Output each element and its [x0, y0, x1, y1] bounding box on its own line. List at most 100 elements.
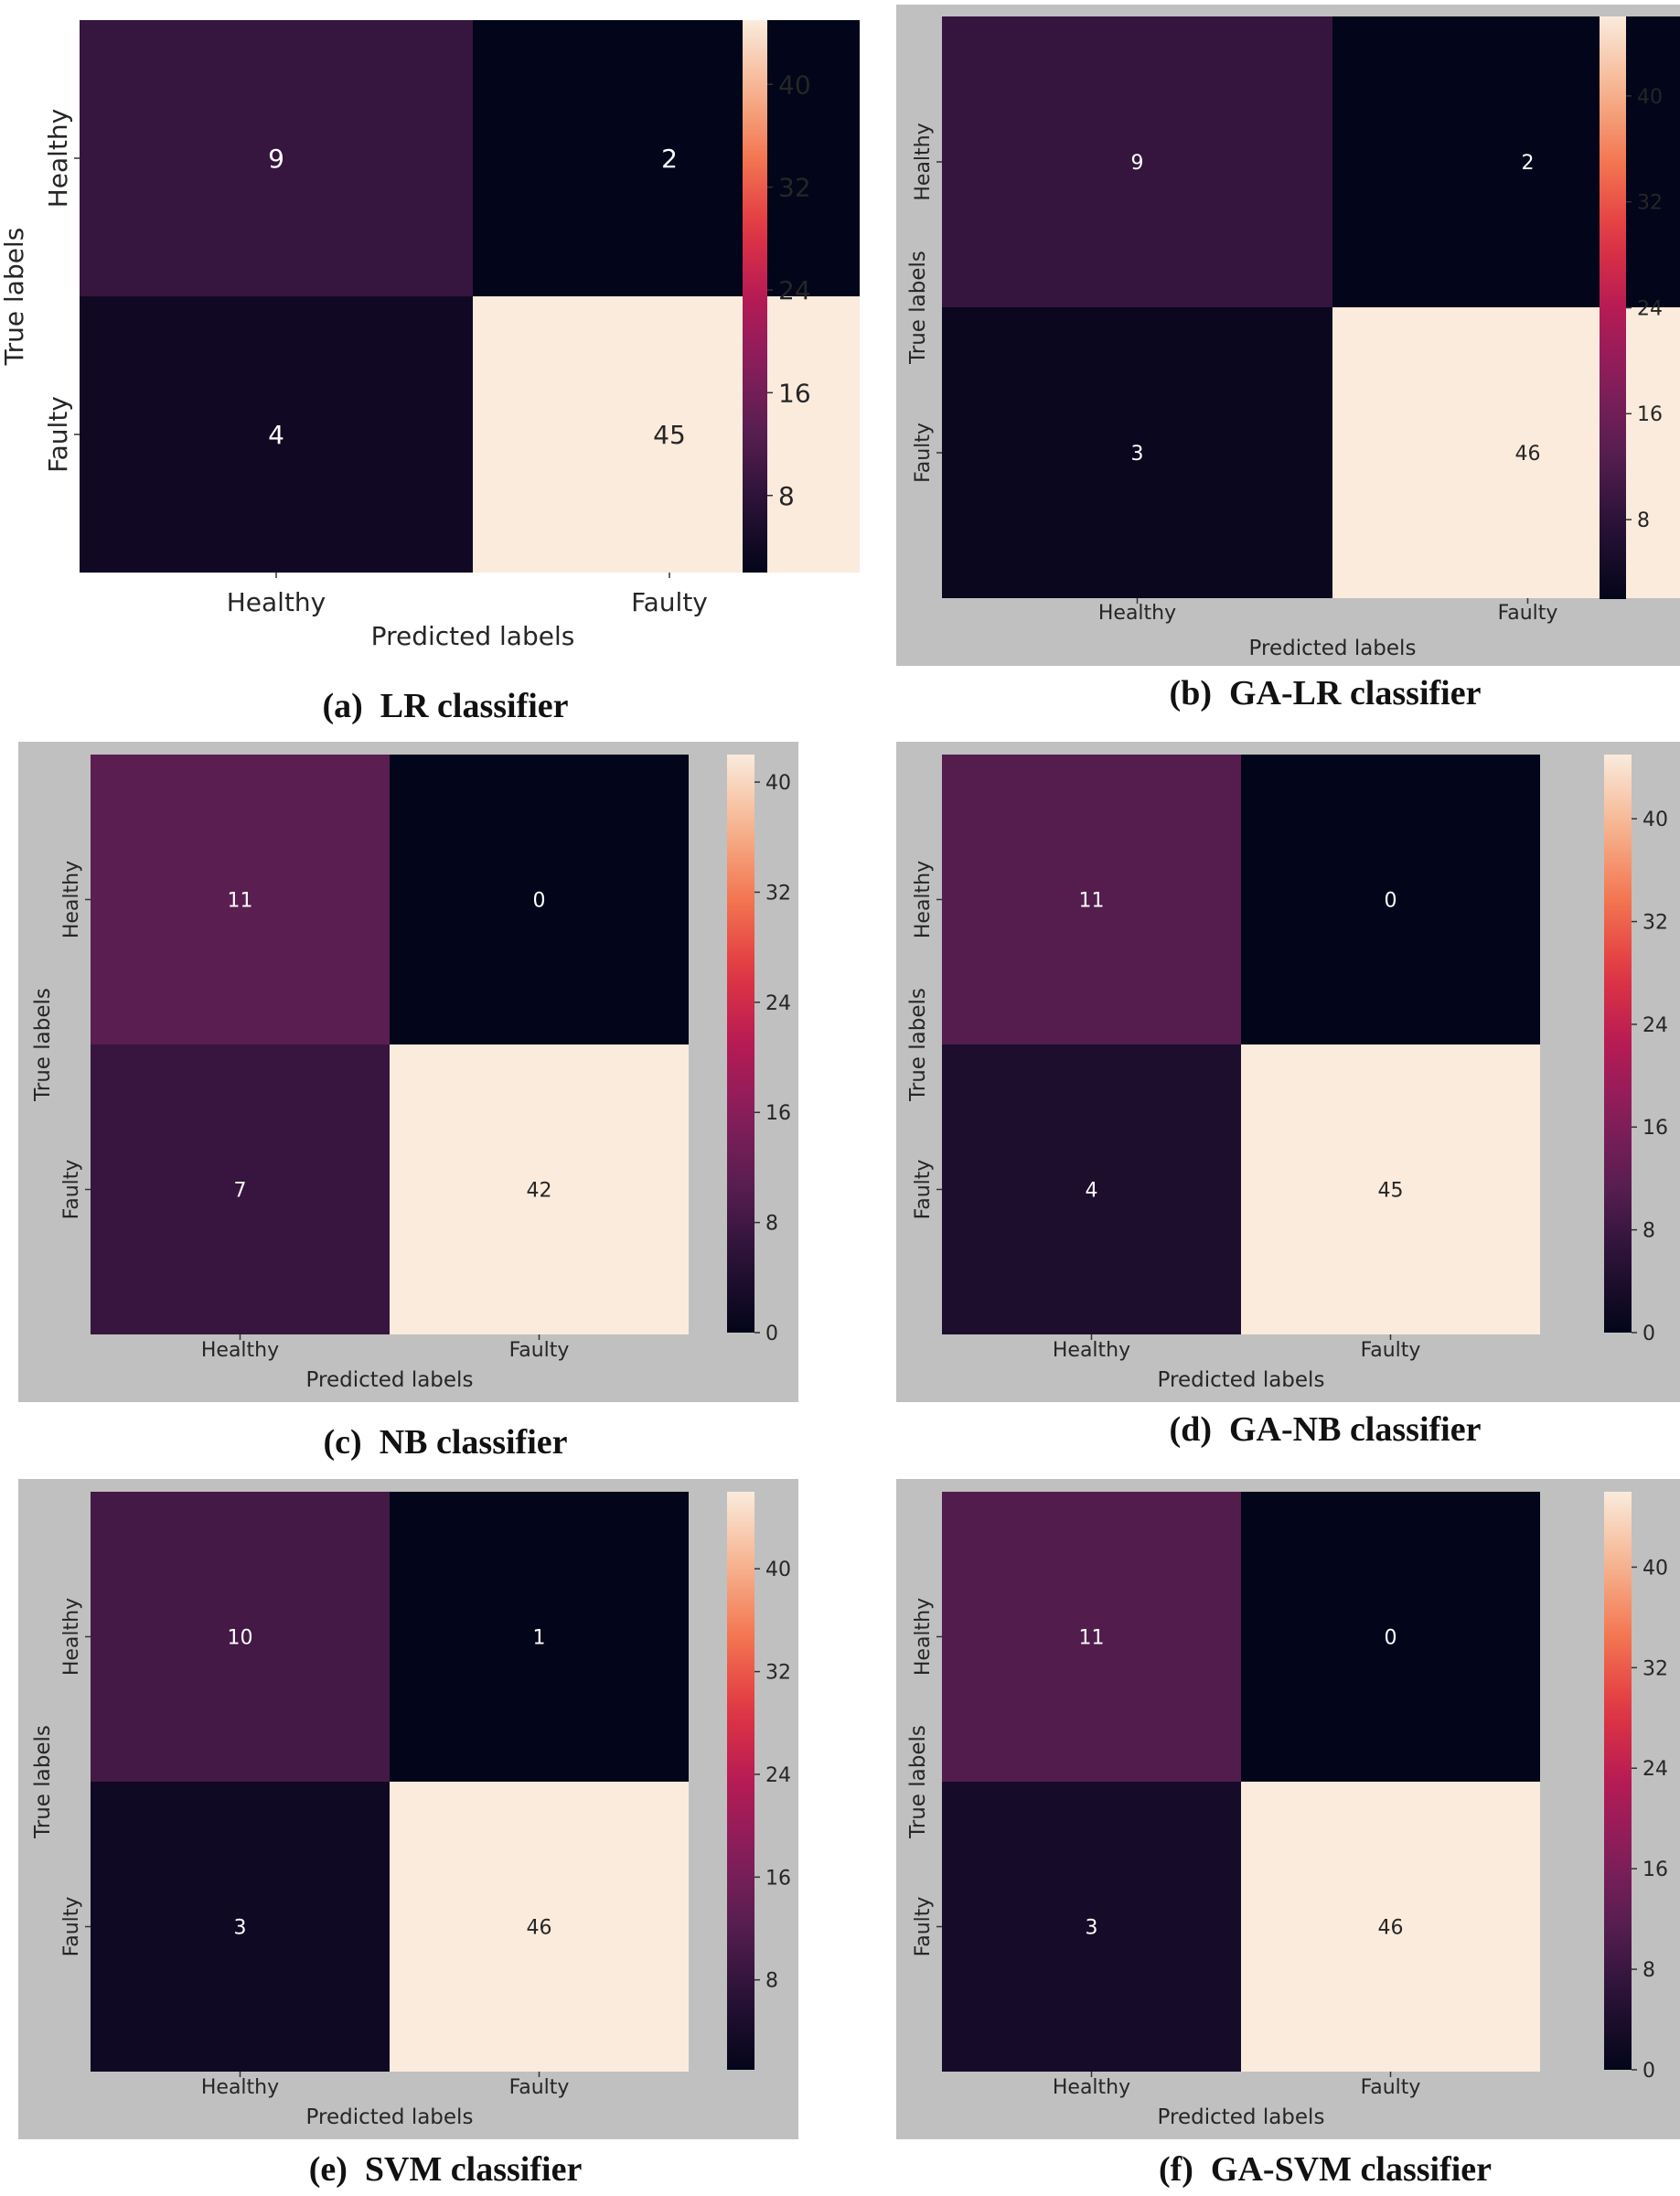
x-tick-label: Faulty [1361, 1339, 1421, 1362]
y-axis-label: True labels [31, 988, 55, 1102]
colorbar-tick-label: 16 [765, 1867, 791, 1890]
x-tick-label: Healthy [1053, 2076, 1130, 2099]
confusion-matrix-panel-nb: 11 0 7 42 Healthy Faulty Healthy Faulty Predicte… [18, 742, 798, 1402]
cell-value-label: 10 [228, 1626, 253, 1649]
heatmap-cell [942, 755, 1241, 1044]
cell-value-label: 0 [533, 889, 546, 912]
colorbar-tick-label: 40 [765, 1559, 791, 1581]
x-tick-label: Faulty [1498, 602, 1558, 625]
y-axis-label: True labels [906, 988, 930, 1102]
colorbar-tick-label: 24 [1643, 1014, 1668, 1037]
y-tick-label: Faulty [60, 1160, 83, 1220]
x-axis-label: Predicted labels [1249, 637, 1417, 660]
heatmap-cell [80, 296, 473, 573]
colorbar-tick-label: 0 [1643, 1323, 1655, 1345]
heatmap-cell [91, 1782, 390, 2072]
heatmap-cell [942, 307, 1332, 598]
y-tick-label: Faulty [43, 396, 73, 473]
confusion-matrix-panel-ga-nb: 11 0 4 45 Healthy Faulty Healthy Faulty Predicte… [896, 742, 1680, 1402]
x-axis-label: Predicted labels [1158, 2105, 1325, 2129]
cell-value-label: 42 [527, 1179, 552, 1202]
heatmap-cell [91, 755, 390, 1044]
confusion-matrix-panel-svm: 10 1 3 46 Healthy Faulty Healthy Faulty Predicte… [18, 1479, 798, 2139]
cell-value-label: 3 [1131, 443, 1144, 466]
colorbar [727, 1492, 754, 2070]
colorbar-tick-label: 32 [1643, 1657, 1668, 1680]
colorbar [1600, 16, 1626, 599]
colorbar-tick-label: 16 [1643, 1859, 1668, 1881]
y-axis-label: True labels [906, 251, 930, 365]
x-tick-label: Faulty [631, 587, 708, 617]
cell-value-label: 45 [653, 420, 686, 450]
x-tick-label: Faulty [509, 2076, 570, 2099]
colorbar [727, 755, 754, 1333]
colorbar-tick-label: 32 [765, 1662, 791, 1685]
colorbar-tick-label: 16 [1637, 403, 1663, 426]
cell-value-label: 11 [1079, 889, 1105, 912]
y-tick-label: Healthy [43, 109, 73, 209]
x-tick-label: Healthy [1053, 1339, 1130, 1362]
y-axis-label: True labels [906, 1725, 930, 1839]
colorbar-tick-label: 8 [765, 1213, 778, 1236]
y-tick-label: Healthy [60, 1598, 83, 1676]
cell-value-label: 45 [1378, 1179, 1404, 1202]
cell-value-label: 2 [1522, 152, 1535, 175]
caption-ga-nb: (d) GA-NB classifier [1169, 1410, 1482, 1449]
cell-value-label: 7 [234, 1179, 247, 1202]
caption-ga-svm: (f) GA-SVM classifier [1158, 2150, 1493, 2189]
y-tick-label: Faulty [60, 1897, 83, 1957]
x-tick-label: Healthy [227, 587, 326, 617]
caption-nb: (c) NB classifier [323, 1423, 568, 1462]
colorbar-tick-label: 24 [765, 1764, 791, 1787]
cell-value-label: 9 [1131, 152, 1144, 175]
cell-value-label: 46 [1515, 443, 1541, 466]
heatmap-cell [942, 16, 1332, 307]
colorbar-tick-label: 0 [765, 1323, 778, 1345]
x-tick-label: Healthy [201, 2076, 279, 2099]
heatmap-cell [473, 296, 860, 573]
colorbar [1604, 1492, 1632, 2070]
colorbar-tick-label: 32 [765, 882, 791, 905]
confusion-matrix-panel-ga-lr: 9 2 3 46 Healthy Faulty Healthy Faulty Predicted… [896, 5, 1680, 666]
x-tick-label: Faulty [509, 1339, 570, 1362]
cell-value-label: 11 [228, 889, 253, 912]
heatmap-cell [91, 1492, 390, 1782]
caption-lr: (a) LR classifier [322, 687, 569, 725]
y-tick-label: Faulty [912, 423, 935, 483]
y-tick-label: Healthy [60, 861, 83, 938]
colorbar-tick-label: 8 [1637, 509, 1650, 532]
y-tick-label: Healthy [912, 861, 935, 938]
heatmap-cell [1332, 16, 1680, 307]
heatmap-cell [390, 755, 689, 1044]
x-tick-label: Healthy [201, 1339, 279, 1362]
caption-ga-lr: (b) GA-LR classifier [1169, 674, 1482, 712]
x-tick-label: Faulty [1361, 2076, 1421, 2099]
colorbar-tick-label: 16 [1643, 1117, 1668, 1140]
y-axis-label: True labels [31, 1725, 55, 1839]
heatmap-cell [390, 1782, 689, 2072]
x-tick-label: Healthy [1098, 602, 1176, 625]
cell-value-label: 3 [234, 1916, 247, 1939]
cell-value-label: 4 [1086, 1179, 1098, 1202]
cell-value-label: 3 [1086, 1916, 1098, 1939]
x-axis-label: Predicted labels [306, 1368, 474, 1392]
cell-value-label: 4 [268, 420, 284, 450]
cell-value-label: 46 [1378, 1916, 1404, 1939]
colorbar-tick-label: 24 [765, 992, 791, 1015]
heatmap-cell [390, 1044, 689, 1334]
y-tick-label: Faulty [912, 1160, 935, 1220]
colorbar-tick-label: 40 [765, 772, 791, 795]
heatmap-cell [1241, 1782, 1540, 2072]
confusion-matrix-panel-ga-svm: 11 0 3 46 Healthy Faulty Healthy Faulty Predicte… [896, 1479, 1680, 2139]
confusion-matrix-chart: 11 0 3 46 Healthy Faulty Healthy Faulty Predicte… [906, 1492, 1668, 2129]
colorbar-tick-label: 16 [778, 378, 811, 408]
colorbar-tick-label: 8 [1643, 1959, 1655, 1982]
x-axis-label: Predicted labels [371, 621, 575, 651]
colorbar-tick-label: 24 [778, 275, 811, 305]
cell-value-label: 2 [661, 144, 678, 174]
heatmap-cell [942, 1044, 1241, 1334]
colorbar-tick-label: 40 [1643, 809, 1668, 831]
cell-value-label: 11 [1079, 1626, 1105, 1649]
y-tick-label: Healthy [912, 1598, 935, 1676]
cell-value-label: 9 [268, 144, 284, 174]
